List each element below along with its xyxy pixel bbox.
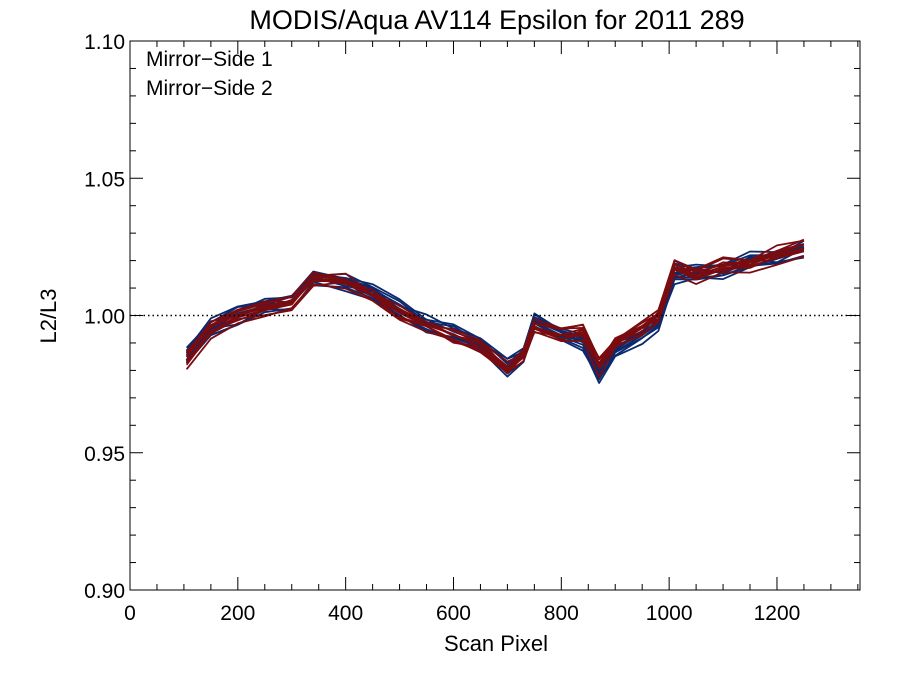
y-tick-label: 0.90 bbox=[84, 580, 125, 603]
x-tick-label: 800 bbox=[544, 602, 579, 625]
y-tick-label: 1.05 bbox=[84, 168, 125, 191]
axis-ticks bbox=[129, 40, 860, 591]
series-line-mirror-side-2 bbox=[185, 255, 805, 379]
y-axis-label: L2/L3 bbox=[36, 288, 61, 343]
chart-title: MODIS/Aqua AV114 Epsilon for 2011 289 bbox=[249, 5, 744, 35]
x-axis-label: Scan Pixel bbox=[444, 631, 548, 656]
series-line-mirror-side-2 bbox=[185, 243, 805, 372]
series-layer bbox=[185, 238, 805, 384]
legend: Mirror−Side 1 Mirror−Side 2 bbox=[146, 48, 273, 100]
legend-entry-mirror-side-2: Mirror−Side 2 bbox=[146, 77, 273, 100]
x-tick-label: 600 bbox=[436, 602, 471, 625]
x-tick-label: 200 bbox=[220, 602, 255, 625]
y-tick-label: 1.00 bbox=[84, 306, 125, 329]
tick-labels: 0 200 400 600 800 1000 1200 0.90 0.95 1.00 1.05 1.1… bbox=[84, 31, 800, 625]
x-tick-label: 1200 bbox=[754, 602, 801, 625]
x-tick-label: 0 bbox=[124, 602, 136, 625]
x-tick-label: 1000 bbox=[646, 602, 693, 625]
y-tick-label: 1.10 bbox=[84, 31, 125, 54]
series-line-mirror-side-2 bbox=[185, 238, 805, 366]
legend-entry-mirror-side-1: Mirror−Side 1 bbox=[146, 48, 273, 71]
x-tick-label: 400 bbox=[328, 602, 363, 625]
y-tick-label: 0.95 bbox=[84, 443, 125, 466]
